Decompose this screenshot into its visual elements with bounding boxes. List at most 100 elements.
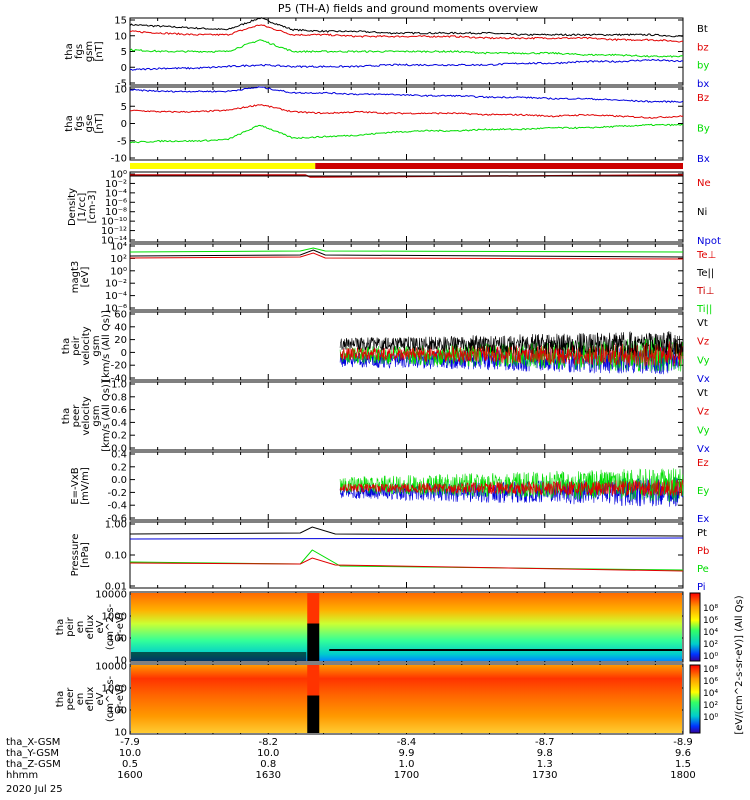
ytick-label: 0.8: [111, 392, 127, 403]
ylabel-line: sr-eV): [115, 684, 126, 713]
legend-te: Te⊥: [696, 250, 716, 261]
legend-vt: Vt: [697, 388, 708, 399]
series-bz: [129, 104, 684, 119]
ylabel-line: [km/s (All Qs)]: [101, 380, 112, 452]
ytick-label: 5: [121, 102, 127, 113]
series-pe: [129, 549, 684, 571]
legend-pb: Pb: [697, 546, 709, 557]
ytick-label: 0.0: [111, 475, 127, 486]
ytick-label: 0.2: [111, 462, 127, 473]
ytick-label: 10: [114, 85, 127, 96]
xaxis-value: 0.8: [260, 759, 276, 770]
ytick-label: 10⁰: [110, 170, 127, 181]
panel-frame: [129, 381, 684, 451]
colorbar-tick: 10⁴: [703, 689, 718, 699]
ytick-label: 10⁻⁴: [105, 188, 127, 199]
series-bx: [129, 86, 684, 103]
ylabel-line: gsm: [91, 335, 102, 356]
ylabel-line: eV: [95, 692, 106, 705]
ylabel-line: [mV/m]: [80, 467, 91, 505]
panel-frame: [129, 171, 684, 243]
colorbar-tick: 10⁸: [703, 665, 718, 675]
ytick-label: 10⁻⁴: [105, 291, 127, 302]
ytick-label: 0: [121, 119, 127, 130]
legend-vx: Vx: [697, 374, 710, 385]
ytick-label: 1.0: [111, 380, 127, 391]
ytick-label: -5: [117, 136, 127, 147]
ytick-label: 0.10: [105, 551, 127, 562]
colorbar-tick: 10²: [703, 640, 718, 650]
ylabel-line: gse: [84, 115, 95, 133]
ytick-label: 10000: [95, 590, 127, 601]
ylabel-line: [km/s (All Qs)]: [101, 310, 112, 382]
ylabel-line: [nT]: [94, 113, 105, 133]
xaxis-row-label: hhmm: [6, 770, 38, 781]
xaxis-value: 10.0: [119, 748, 141, 759]
ylabel-line: [nT]: [94, 41, 105, 61]
xaxis-value: 1.3: [537, 759, 553, 770]
ytick-label: 10⁻⁶: [105, 304, 127, 315]
series-by: [129, 123, 684, 144]
ylabel-line: (cm^2-s-: [105, 603, 116, 650]
ylabel-line: tha: [55, 619, 66, 635]
legend-pt: Pt: [697, 528, 707, 539]
ylabel-line: (cm^2-s-: [105, 675, 116, 722]
ylabel-line: gsm: [84, 41, 95, 62]
legend-vy: Vy: [697, 355, 710, 366]
colorbar-tick: 10²: [703, 701, 718, 711]
ytick-label: -20: [111, 361, 127, 372]
ylabel-line: fgs: [74, 116, 85, 131]
ytick-label: 40: [114, 322, 127, 333]
colorbar-tick: 10⁶: [703, 677, 718, 687]
ylabel-line: E=-VxB: [70, 467, 81, 504]
xaxis-value: 1600: [117, 770, 142, 781]
xaxis-value: 10.0: [257, 748, 279, 759]
legend-ni: Ni: [697, 207, 707, 218]
series-by: [129, 39, 684, 58]
legend-ne: Ne: [697, 178, 711, 189]
ylabel-line: Density: [67, 188, 78, 226]
series-bz: [129, 24, 683, 43]
ytick-label: 10⁻²: [105, 279, 127, 290]
ytick-label: 20: [114, 335, 127, 346]
ylabel-line: eV: [95, 620, 106, 633]
legend-ti: Ti⊥: [696, 286, 714, 297]
legend-bz: Bz: [697, 93, 709, 104]
legend-vz: Vz: [697, 337, 709, 348]
series-bx: [129, 58, 684, 71]
xaxis-value: -7.9: [120, 737, 140, 748]
colorbar-tick: 10⁶: [703, 616, 718, 626]
legend-pe: Pe: [697, 564, 709, 575]
ylabel-line: fgs: [74, 44, 85, 59]
xaxis-value: 1.5: [675, 759, 691, 770]
ytick-label: 10²: [110, 254, 127, 265]
ytick-label: 10⁻¹⁴: [101, 236, 127, 247]
ytick-label: 0.01: [105, 582, 127, 593]
spectrogram-gap: [307, 623, 320, 661]
ytick-label: 100: [108, 706, 127, 717]
ytick-label: -0.2: [107, 488, 127, 499]
colorbar-tick: 10⁸: [703, 604, 718, 614]
ytick-label: 10: [114, 656, 127, 667]
ytick-label: 10⁰: [110, 266, 127, 277]
spectrogram-lowband: [131, 652, 307, 661]
series-vt: [339, 330, 684, 357]
legend-vz: Vz: [697, 407, 709, 418]
xaxis-row-label: tha_Y-GSM: [6, 748, 59, 759]
ylabel-line: velocity: [81, 326, 92, 365]
colorbar-ele: [689, 664, 701, 734]
xaxis-value: 9.8: [537, 748, 553, 759]
legend-pi: Pi: [697, 582, 706, 593]
ytick-label: 0: [121, 63, 127, 74]
ytick-label: -5: [117, 79, 127, 90]
xaxis-value: 1.0: [399, 759, 415, 770]
ytick-label: -0.4: [107, 501, 127, 512]
ytick-label: 10000: [95, 662, 127, 673]
ylabel-line: peir: [71, 335, 82, 355]
ytick-label: -0.6: [107, 514, 127, 525]
ytick-label: 0.6: [111, 405, 127, 416]
ylabel-line: tha: [64, 115, 75, 131]
ytick-label: 15: [114, 16, 127, 27]
xaxis-value: -8.2: [258, 737, 278, 748]
